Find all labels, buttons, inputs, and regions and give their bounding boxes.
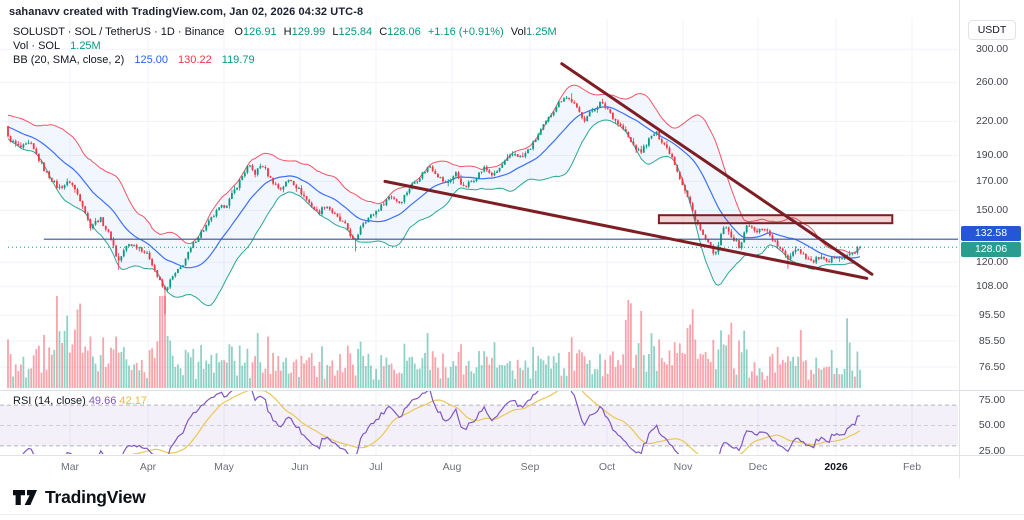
time-axis-label: May [214,461,234,473]
price-scale[interactable]: USDT 300.00 260.00 220.00 190.00 170.00 150.0… [960,0,1024,478]
symbol-title: SOLUSDT · SOL / TetherUS · 1D · Binance [13,26,225,38]
price-tick-label: 220.00 [975,114,1009,127]
rsi-value: 49.66 [88,395,117,407]
time-axis-label: Sep [520,461,540,473]
close-label: C [379,26,388,38]
bottom-border [0,514,1024,515]
open-value: 126.91 [242,26,277,38]
change-value: +1.16 (+0.91%) [427,26,504,38]
time-axis-label: Apr [139,461,157,473]
currency-button[interactable]: USDT [968,20,1016,40]
price-tick-label: 170.00 [975,174,1009,187]
volume-row-title: Vol · SOL [13,40,61,52]
volume-label: Vol [510,26,527,38]
price-tick-label: 300.00 [975,42,1009,55]
price-lines[interactable] [8,238,958,248]
price-tick-label: 95.50 [978,308,1006,321]
volume-legend-row[interactable]: Vol · SOL 1.25M [13,39,557,53]
high-label: H [283,26,292,38]
time-axis-label: Dec [748,461,768,473]
bb-upper-value: 130.22 [178,54,212,66]
time-axis[interactable]: Mar Apr May Jun Jul Aug Sep Oct Nov Dec 2026 Feb [0,456,959,478]
rsi-tick-label: 25.00 [978,444,1006,457]
pane-separator [0,390,1024,391]
attribution-text: sahanavv created with TradingView.com, J… [9,6,364,18]
rsi-lines [22,391,861,454]
bb-lower-value: 119.79 [221,54,255,66]
bollinger-bands [7,84,861,307]
price-tick-label: 85.50 [978,334,1006,347]
time-axis-label: Nov [673,461,693,473]
rsi-tick-label: 75.00 [978,393,1006,406]
high-value: 129.99 [291,26,326,38]
close-value: 128.06 [387,26,421,38]
price-tick-label: 76.50 [978,360,1006,373]
rsi-tick-label: 50.00 [978,419,1006,431]
low-label: L [332,26,339,38]
tradingview-logo-icon [13,490,37,505]
time-axis-label: Jun [291,461,309,473]
volume-bars [7,296,861,388]
price-tick-label: 150.00 [975,203,1009,216]
price-tick-label: 120.00 [975,255,1009,268]
price-scale-separator [959,0,960,478]
price-tick-label: 260.00 [975,76,1009,89]
rsi-legend-row[interactable]: RSI (14, close) 49.66 42.17 [13,394,147,408]
grid [0,18,958,455]
time-axis-label: Jul [369,461,383,473]
trendlines[interactable] [383,62,874,280]
bb-title: BB (20, SMA, close, 2) [13,54,125,66]
price-zone-rectangle[interactable] [657,214,894,225]
price-tick-label: 108.00 [975,280,1009,293]
time-axis-label: Aug [442,461,462,473]
last-price-badge: 128.06 [961,241,1021,257]
tradingview-logo-text: TradingView [45,487,146,507]
time-axis-label: Mar [60,461,80,473]
price-tick-label: 190.00 [975,148,1009,161]
rsi-ma-value: 42.17 [119,395,147,407]
time-axis-label: Oct [598,461,616,473]
symbol-legend-row[interactable]: SOLUSDT · SOL / TetherUS · 1D · Binance … [13,25,557,39]
hline-price-badge: 132.58 [961,226,1021,242]
rsi-pane-decoration [0,404,958,447]
low-value: 125.84 [338,26,373,38]
rsi-title: RSI (14, close) [13,395,86,407]
open-label: O [234,26,243,38]
time-axis-separator [0,455,1024,456]
time-axis-label: 2026 [824,461,848,473]
legend-block: SOLUSDT · SOL / TetherUS · 1D · Binance … [13,25,557,67]
tradingview-logo[interactable]: TradingView [12,486,146,509]
time-axis-label: Feb [902,461,922,473]
bb-basis-value: 125.00 [134,54,168,66]
volume-row-value: 1.25M [70,40,101,52]
bb-legend-row[interactable]: BB (20, SMA, close, 2) 125.00 130.22 119… [13,53,557,67]
volume-value: 1.25M [526,26,557,38]
